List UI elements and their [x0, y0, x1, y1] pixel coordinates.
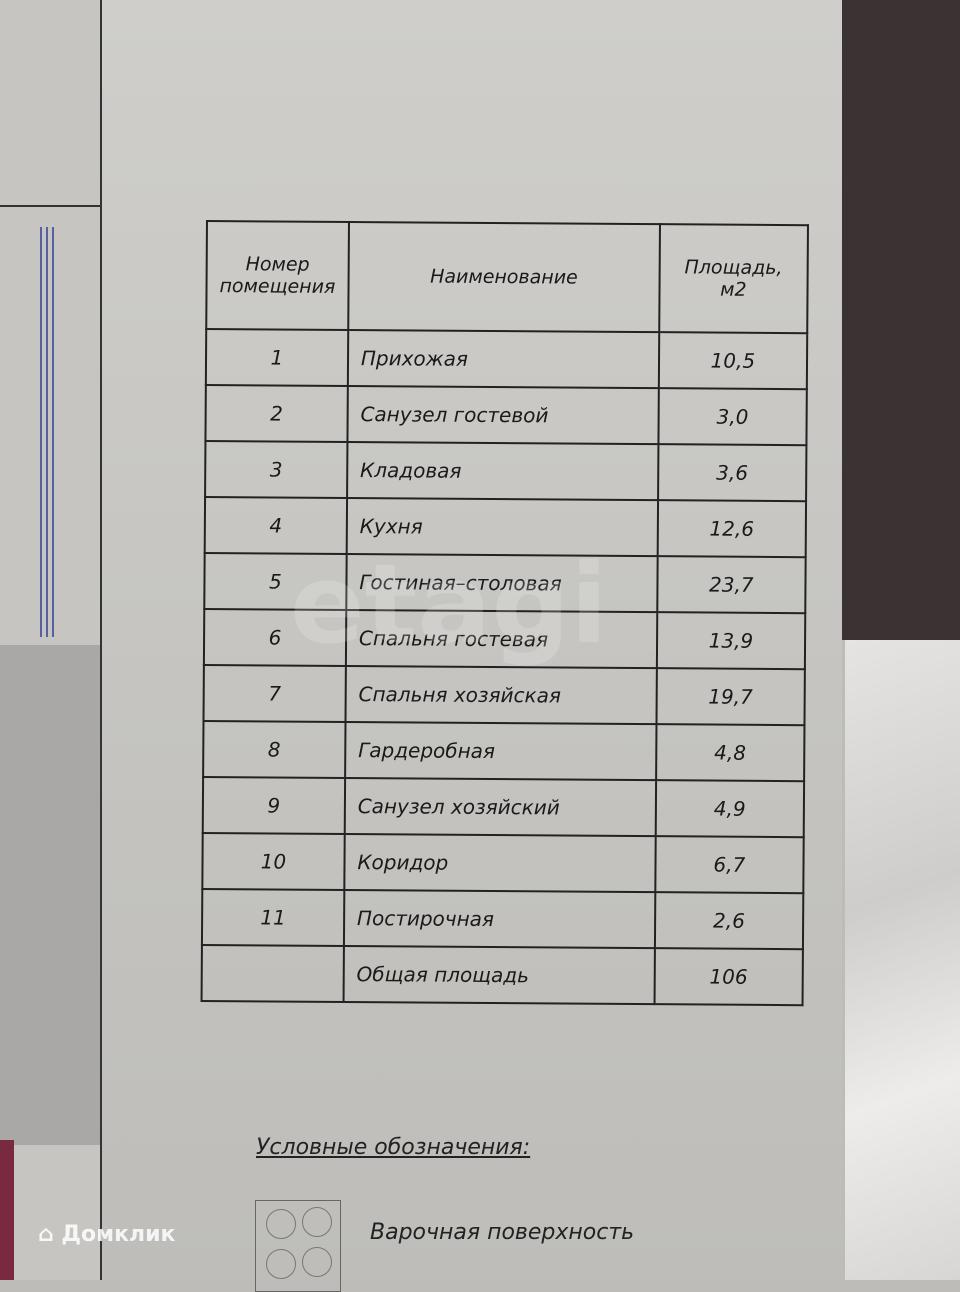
room-number: 8	[203, 720, 346, 778]
table-row: 10 Коридор 6,7	[202, 832, 804, 894]
table-row: 8 Гардеробная 4,8	[203, 720, 805, 782]
header-name: Наименование	[348, 221, 660, 333]
room-number	[201, 944, 344, 1002]
document-sheet	[100, 0, 842, 1280]
room-area: 13,9	[656, 612, 806, 670]
header-area: Площадь, м2	[659, 224, 808, 334]
room-name: Кладовая	[346, 441, 659, 501]
floor-plan-fragment	[0, 205, 100, 647]
room-number: 1	[205, 329, 349, 386]
hob-icon	[255, 1200, 341, 1292]
background-dark	[830, 0, 960, 640]
room-number: 7	[203, 664, 346, 722]
room-area: 19,7	[656, 668, 805, 726]
table-row: 3 Кладовая 3,6	[205, 441, 807, 502]
background-marble	[845, 640, 960, 1280]
plan-shaded-area	[0, 645, 100, 1145]
room-area: 10,5	[658, 332, 808, 390]
room-number: 10	[202, 832, 345, 890]
table-row: Общая площадь 106	[201, 944, 803, 1006]
room-area: 3,6	[657, 444, 807, 502]
table-row: 11 Постирочная 2,6	[201, 888, 804, 950]
domclick-watermark: ⌂ Домклик	[38, 1222, 176, 1247]
legend-title: Условные обозначения:	[256, 1135, 531, 1160]
room-name: Санузел гостевой	[347, 385, 659, 445]
table-row: 7 Спальня хозяйская 19,7	[203, 664, 805, 726]
room-name: Общая площадь	[343, 945, 655, 1005]
room-area: 2,6	[654, 892, 804, 950]
red-fabric	[0, 1140, 14, 1280]
room-name: Санузел хозяйский	[344, 777, 656, 837]
room-area: 12,6	[657, 500, 806, 558]
room-name: Коридор	[344, 833, 656, 893]
room-name: Постирочная	[343, 889, 656, 949]
header-number: Номер помещения	[206, 221, 349, 330]
room-name: Прихожая	[347, 329, 660, 389]
legend-item-hob: Варочная поверхность	[370, 1220, 635, 1245]
room-area: 4,8	[655, 724, 805, 782]
room-area: 23,7	[657, 556, 806, 614]
table-row: 1 Прихожая 10,5	[205, 329, 808, 390]
room-name: Гардеробная	[344, 721, 657, 781]
room-number: 11	[201, 888, 345, 946]
etagi-watermark: etagi	[290, 540, 608, 668]
table-row: 2 Санузел гостевой 3,0	[205, 385, 807, 446]
room-number: 3	[205, 441, 348, 498]
room-number: 9	[202, 776, 345, 834]
table-header-row: Номер помещения Наименование Площадь, м2	[206, 221, 808, 334]
room-area: 3,0	[658, 388, 807, 446]
room-area: 106	[654, 948, 803, 1006]
room-area: 6,7	[655, 836, 804, 894]
room-number: 2	[205, 385, 348, 442]
room-area: 4,9	[655, 780, 804, 838]
table-row: 9 Санузел хозяйский 4,9	[202, 776, 804, 838]
room-name: Спальня хозяйская	[345, 665, 657, 725]
